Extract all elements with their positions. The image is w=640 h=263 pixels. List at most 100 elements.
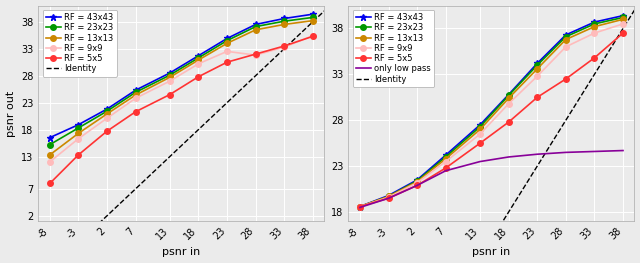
Legend: RF = 43x43, RF = 23x23, RF = 13x13, RF = 9x9, RF = 5x5, only low pass, Identity: RF = 43x43, RF = 23x23, RF = 13x13, RF =… xyxy=(353,10,435,87)
RF = 13x13 xyxy=(413,180,421,183)
RF = 5x5 xyxy=(356,205,364,208)
RF = 43x43 xyxy=(619,14,627,17)
RF = 13x13 xyxy=(74,132,82,135)
RF = 23x23 xyxy=(562,35,570,38)
RF = 13x13 xyxy=(195,58,202,62)
RF = 5x5 xyxy=(533,96,541,99)
Line: only low pass: only low pass xyxy=(360,150,623,208)
RF = 13x13 xyxy=(356,205,364,208)
RF = 9x9 xyxy=(103,117,111,120)
Line: RF = 43x43: RF = 43x43 xyxy=(46,11,316,141)
RF = 43x43 xyxy=(252,23,259,26)
Line: RF = 13x13: RF = 13x13 xyxy=(47,18,316,158)
RF = 23x23 xyxy=(505,94,513,97)
RF = 23x23 xyxy=(166,74,173,77)
only low pass xyxy=(442,169,449,172)
RF = 9x9 xyxy=(132,97,140,100)
RF = 5x5 xyxy=(46,182,54,185)
RF = 43x43 xyxy=(166,71,173,74)
RF = 5x5 xyxy=(74,153,82,156)
RF = 9x9 xyxy=(356,205,364,208)
RF = 23x23 xyxy=(533,64,541,67)
RF = 9x9 xyxy=(562,45,570,48)
RF = 13x13 xyxy=(562,38,570,41)
only low pass xyxy=(413,184,421,187)
RF = 9x9 xyxy=(223,50,231,53)
RF = 13x13 xyxy=(442,157,449,160)
RF = 13x13 xyxy=(309,19,317,22)
RF = 5x5 xyxy=(505,120,513,124)
RF = 9x9 xyxy=(505,102,513,105)
RF = 9x9 xyxy=(442,160,449,163)
RF = 23x23 xyxy=(309,16,317,19)
Line: RF = 13x13: RF = 13x13 xyxy=(357,17,626,209)
RF = 43x43 xyxy=(280,17,288,20)
RF = 5x5 xyxy=(476,142,484,145)
RF = 23x23 xyxy=(252,25,259,28)
RF = 5x5 xyxy=(442,166,449,170)
RF = 23x23 xyxy=(46,143,54,146)
RF = 13x13 xyxy=(533,67,541,70)
RF = 23x23 xyxy=(442,155,449,159)
RF = 43x43 xyxy=(533,62,541,65)
RF = 13x13 xyxy=(252,28,259,31)
RF = 13x13 xyxy=(103,112,111,115)
RF = 9x9 xyxy=(46,160,54,164)
RF = 9x9 xyxy=(280,45,288,49)
RF = 43x43 xyxy=(132,89,140,92)
RF = 9x9 xyxy=(74,137,82,140)
RF = 13x13 xyxy=(385,195,392,198)
RF = 23x23 xyxy=(356,205,364,208)
RF = 23x23 xyxy=(619,16,627,19)
RF = 5x5 xyxy=(252,53,259,56)
RF = 13x13 xyxy=(619,18,627,21)
X-axis label: psnr in: psnr in xyxy=(472,247,511,257)
RF = 43x43 xyxy=(356,205,364,208)
RF = 13x13 xyxy=(223,42,231,45)
RF = 23x23 xyxy=(591,22,598,26)
Legend: RF = 43x43, RF = 23x23, RF = 13x13, RF = 9x9, RF = 5x5, Identity: RF = 43x43, RF = 23x23, RF = 13x13, RF =… xyxy=(42,10,116,77)
RF = 13x13 xyxy=(591,25,598,28)
RF = 23x23 xyxy=(103,110,111,113)
RF = 43x43 xyxy=(442,154,449,157)
RF = 5x5 xyxy=(562,77,570,80)
Line: RF = 5x5: RF = 5x5 xyxy=(357,30,626,209)
RF = 5x5 xyxy=(309,35,317,38)
X-axis label: psnr in: psnr in xyxy=(162,247,200,257)
Line: RF = 43x43: RF = 43x43 xyxy=(356,12,627,210)
RF = 43x43 xyxy=(562,33,570,37)
only low pass xyxy=(505,155,513,159)
RF = 43x43 xyxy=(309,13,317,16)
RF = 5x5 xyxy=(280,44,288,48)
only low pass xyxy=(562,151,570,154)
only low pass xyxy=(356,206,364,209)
RF = 5x5 xyxy=(132,110,140,113)
RF = 13x13 xyxy=(476,128,484,131)
Y-axis label: psnr out: psnr out xyxy=(6,90,15,136)
RF = 43x43 xyxy=(413,178,421,181)
RF = 43x43 xyxy=(103,108,111,111)
RF = 5x5 xyxy=(413,184,421,187)
RF = 9x9 xyxy=(252,54,259,57)
RF = 23x23 xyxy=(385,195,392,198)
RF = 9x9 xyxy=(476,133,484,136)
Line: RF = 9x9: RF = 9x9 xyxy=(47,33,316,165)
RF = 9x9 xyxy=(533,75,541,78)
RF = 5x5 xyxy=(385,197,392,200)
RF = 9x9 xyxy=(309,34,317,37)
RF = 9x9 xyxy=(166,79,173,83)
RF = 23x23 xyxy=(280,20,288,23)
RF = 13x13 xyxy=(132,93,140,97)
RF = 9x9 xyxy=(619,22,627,26)
RF = 23x23 xyxy=(476,125,484,128)
Line: RF = 5x5: RF = 5x5 xyxy=(47,33,316,186)
only low pass xyxy=(385,197,392,200)
RF = 13x13 xyxy=(280,23,288,26)
Line: RF = 23x23: RF = 23x23 xyxy=(357,15,626,209)
RF = 23x23 xyxy=(132,91,140,94)
RF = 13x13 xyxy=(505,97,513,100)
RF = 9x9 xyxy=(591,32,598,35)
RF = 23x23 xyxy=(74,126,82,129)
Line: RF = 23x23: RF = 23x23 xyxy=(47,15,316,148)
Line: RF = 9x9: RF = 9x9 xyxy=(357,21,626,209)
